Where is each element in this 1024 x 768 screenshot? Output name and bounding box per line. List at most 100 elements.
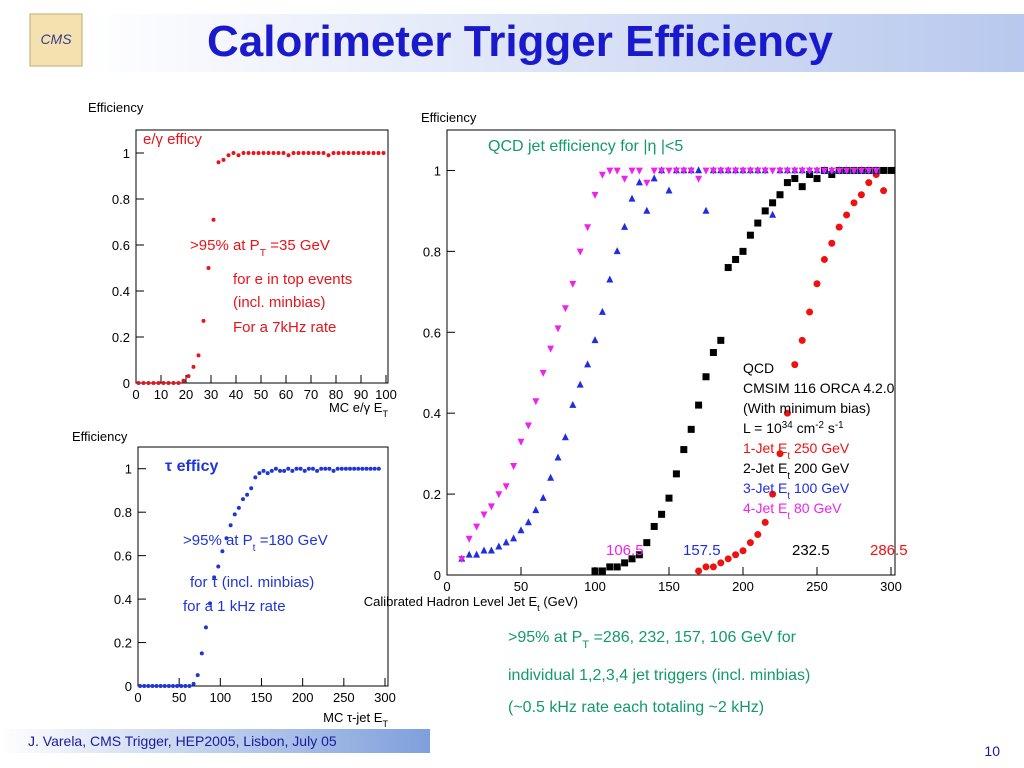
text-part: t (537, 603, 540, 613)
marker (335, 466, 340, 471)
marker (368, 466, 373, 471)
y-tick-label: 0.4 (423, 406, 441, 421)
marker (372, 466, 377, 471)
marker (166, 684, 171, 688)
y-tick-label: 0.6 (112, 238, 130, 253)
marker (776, 167, 784, 175)
y-tick-label: 1 (434, 163, 441, 178)
marker (828, 239, 836, 247)
marker (296, 151, 301, 155)
x-tick-label: 50 (514, 579, 528, 594)
y-axis-label: Efficiency (72, 429, 128, 444)
marker (257, 471, 262, 476)
marker (176, 381, 181, 385)
text-part: 286.5 (870, 542, 908, 559)
marker (880, 187, 888, 195)
marker (732, 167, 740, 175)
marker (487, 546, 495, 554)
marker (343, 466, 348, 471)
marker (865, 179, 873, 187)
marker (465, 535, 473, 543)
marker (201, 318, 206, 323)
legend-info: L = 1034 cm-2 s-1 (743, 420, 844, 437)
marker (179, 684, 184, 688)
marker (517, 526, 525, 534)
marker (547, 345, 555, 353)
marker (769, 199, 777, 207)
footer-bar (0, 729, 430, 753)
marker (360, 466, 365, 471)
text-part: =180 GeV (256, 532, 328, 549)
marker (798, 183, 806, 191)
marker (502, 538, 510, 546)
text-part: -2 (815, 420, 824, 431)
marker (820, 167, 828, 175)
marker (458, 556, 466, 564)
text-part: MC e/γ E (329, 400, 383, 415)
note: (~0.5 kHz rate each totaling ~2 kHz) (508, 699, 764, 716)
marker (356, 466, 361, 471)
marker (650, 167, 658, 175)
marker (776, 191, 784, 199)
marker (576, 248, 584, 256)
text-part: t (787, 511, 790, 522)
marker (591, 191, 599, 199)
marker (783, 409, 791, 417)
x-tick-label: 80 (329, 387, 343, 402)
annotation: 232.5 (792, 542, 830, 559)
x-tick-label: 200 (292, 690, 314, 705)
marker (702, 563, 710, 571)
marker (769, 167, 777, 175)
legend-entry: 4-Jet Et 80 GeV (743, 500, 842, 522)
marker (665, 186, 673, 194)
marker (364, 466, 369, 471)
marker (495, 542, 503, 550)
marker (480, 511, 488, 519)
marker (351, 151, 356, 155)
marker (613, 167, 621, 175)
chart-title: QCD jet efficiency for |η |<5 (488, 138, 683, 155)
marker (746, 167, 754, 175)
marker (554, 325, 562, 333)
legend-entry: 3-Jet Et 100 GeV (743, 480, 850, 502)
marker (183, 684, 188, 688)
marker (331, 468, 336, 473)
marker (142, 684, 147, 688)
annotation: e/γ efficy (143, 131, 202, 148)
marker (791, 175, 799, 183)
slide-title: Calorimeter Trigger Efficiency (207, 17, 834, 66)
marker (643, 179, 651, 187)
marker (371, 151, 376, 155)
marker (376, 466, 381, 471)
annotation: >95% at Pt =180 GeV (183, 532, 328, 554)
marker (680, 446, 688, 454)
marker (154, 684, 159, 688)
note: >95% at PT =286, 232, 157, 106 GeV for (508, 629, 797, 651)
x-tick-label: 70 (304, 387, 318, 402)
annotation: 286.5 (870, 542, 908, 559)
marker (158, 684, 163, 688)
marker (672, 470, 680, 478)
marker (628, 555, 636, 563)
marker (650, 174, 658, 182)
marker (606, 563, 614, 571)
marker (769, 490, 777, 498)
marker (739, 547, 747, 555)
marker (271, 151, 276, 155)
marker (302, 468, 307, 473)
marker (356, 151, 361, 155)
marker (709, 167, 717, 175)
marker (294, 466, 299, 471)
marker (278, 468, 283, 473)
marker (613, 247, 621, 255)
text-part: T (382, 719, 388, 729)
marker (266, 151, 271, 155)
text-part: cm (793, 420, 816, 436)
plot-frame (137, 446, 389, 687)
marker (181, 378, 186, 383)
marker (146, 684, 151, 688)
marker (256, 151, 261, 155)
marker (813, 167, 821, 175)
marker (191, 364, 196, 369)
x-tick-label: 0 (134, 690, 141, 705)
